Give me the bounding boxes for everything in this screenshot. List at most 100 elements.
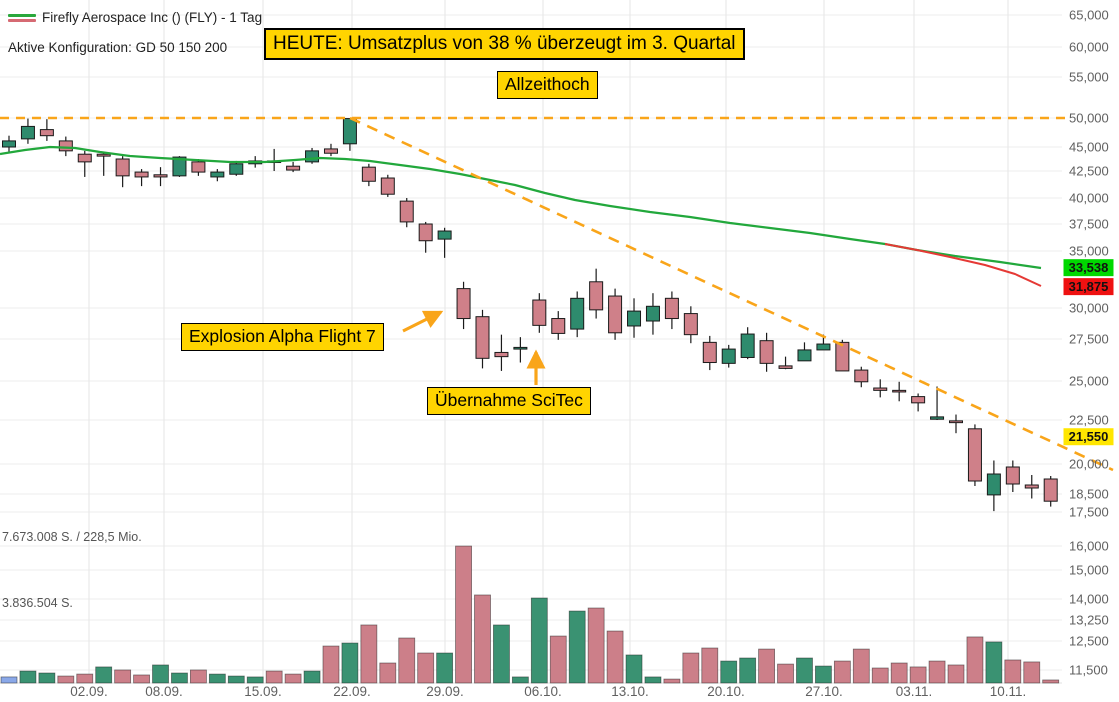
price-axis-label: 65,000 [1069,8,1109,23]
candle-body [39,129,54,137]
volume-max-label: 7.673.008 S. / 228,5 Mio. [2,530,142,544]
volume-mid-label: 3.836.504 S. [2,596,73,610]
price-axis-label: 25,000 [1069,374,1109,389]
volume-bar [890,662,908,684]
volume-bar [227,675,245,684]
candle-body [532,299,547,326]
volume-bar [493,624,510,684]
candle-body [229,163,244,175]
price-tag-value: 33,538 [1069,260,1109,275]
date-axis-label: 06.10. [524,684,562,699]
candle-body [721,348,736,364]
price-tag [1063,278,1114,296]
volume-bar [758,648,775,684]
volume-bar [606,630,624,684]
candle-body [342,118,357,145]
annotation-headline: HEUTE: Umsatzplus von 38 % überzeugt im … [264,28,745,60]
candle-body [305,150,320,163]
volume-bar [341,642,359,684]
date-axis-label: 15.09. [244,684,282,699]
candle-body [494,351,509,358]
volume-bar [398,637,416,684]
volume-bar [833,660,851,684]
candle-body [96,153,111,157]
candle-body [797,349,812,362]
candle-body [986,473,1001,496]
volume-bar [701,647,719,684]
date-axis-label: 27.10. [805,684,843,699]
ma-green [0,145,1042,270]
price-axis-label: 12,500 [1069,634,1109,649]
volume-bar [1042,679,1060,684]
candle-body [664,297,679,320]
candle-body [191,161,206,173]
candle-body [1024,484,1039,489]
volume-bar [739,657,757,684]
price-axis-label: 30,000 [1069,301,1109,316]
volume-bars [0,545,1060,684]
volume-bar [133,674,150,684]
price-axis-label: 22,500 [1069,413,1109,428]
candle-body [437,230,452,240]
price-axis-label: 37,500 [1069,217,1109,232]
volume-bar [57,675,75,684]
candle-body [589,281,604,311]
volume-bar [720,660,738,684]
ma-green-swatch-icon [8,13,36,17]
candle-body [77,153,92,163]
candle-body [816,343,831,351]
volume-bar [587,607,605,684]
volume-bar [928,660,946,684]
candle-body [873,387,888,391]
volume-bar [549,635,567,684]
price-tags: 33,538 31,875 21,550 [1063,259,1114,446]
candle-body [967,428,982,482]
volume-bar [815,665,832,684]
price-axis-label: 27,500 [1069,332,1109,347]
volume-bar [379,662,397,684]
price-tag-value: 21,550 [1069,429,1109,444]
volume-bar [284,673,302,684]
volume-bar [777,663,794,684]
volume-bar [246,676,264,684]
candle-body [645,305,660,322]
candle-body [1043,478,1058,502]
candle-body [361,166,376,182]
price-tag [1063,259,1114,277]
annotation-explosion-alpha-flight: Explosion Alpha Flight 7 [181,323,384,351]
price-axis-label: 15,000 [1069,563,1109,578]
candle-body [286,165,301,171]
trendline [349,116,1114,472]
candle-body [380,177,395,195]
candle-body [551,318,566,334]
candle-body [210,171,225,178]
candle-body [115,158,130,177]
date-axis-label: 08.09. [145,684,183,699]
candle-body [2,140,16,148]
volume-bar [322,645,340,684]
volume-bar [644,676,662,684]
date-axis-label: 10.11. [990,684,1027,699]
price-axis-label: 45,000 [1069,140,1109,155]
candle-body [153,174,168,178]
candle-body [627,310,642,327]
price-axis-label: 50,000 [1069,111,1109,126]
volume-bar [19,670,37,684]
price-axis-label: 55,000 [1069,70,1109,85]
price-tag-value: 31,875 [1069,279,1109,294]
volume-bar [171,672,188,684]
candle-body [323,148,338,154]
price-axis-label: 13,250 [1069,613,1109,628]
price-axis-labels: 65,000 60,000 55,000 50,000 45,000 42,500 40,0… [1069,8,1109,678]
volume-bar [871,667,889,684]
active-configuration-label: Aktive Konfiguration: GD 50 150 200 [8,40,228,55]
candle-body [702,341,717,364]
legend-line-swatches [8,13,36,22]
volume-bar [189,669,207,684]
ma-line-green [0,145,1042,270]
volume-bar [303,670,321,684]
ma-red-swatch-icon [8,18,36,22]
candle-body [608,295,623,334]
